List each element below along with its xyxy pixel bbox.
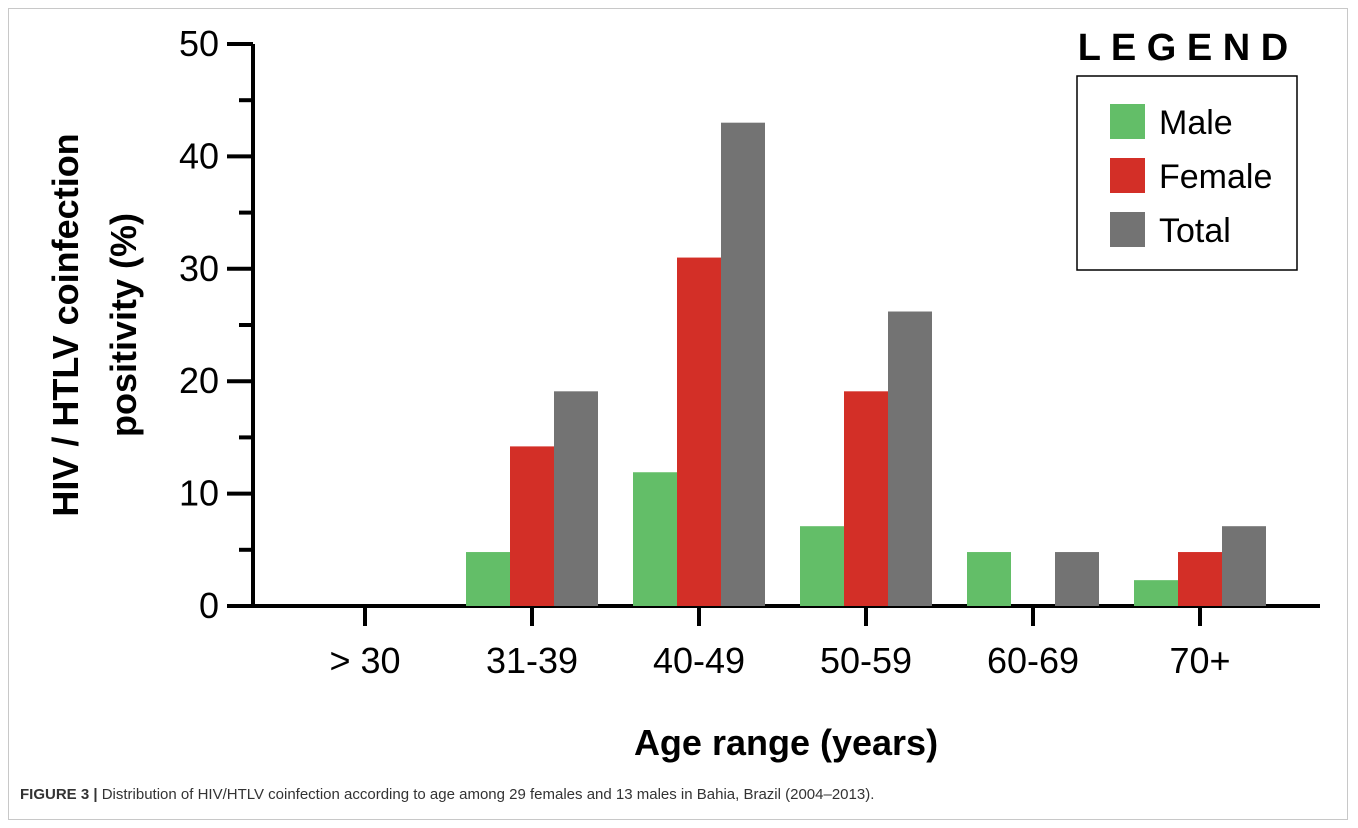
bar-male xyxy=(1134,580,1178,606)
bar-total xyxy=(1222,526,1266,606)
legend-swatch-male xyxy=(1110,104,1145,139)
bar-male xyxy=(633,472,677,606)
bar-total xyxy=(888,311,932,606)
caption-text: Distribution of HIV/HTLV coinfection acc… xyxy=(97,786,875,803)
bar-male xyxy=(466,552,510,606)
legend-items: Male Female Total xyxy=(1110,104,1272,250)
x-tick-label: 50-59 xyxy=(820,640,912,681)
bar-total xyxy=(554,391,598,606)
x-tick-label: 70+ xyxy=(1169,640,1230,681)
figure-caption: FIGURE 3 | Distribution of HIV/HTLV coin… xyxy=(20,786,1340,803)
figure-frame xyxy=(8,8,1348,820)
legend-title: L E G E N D xyxy=(1078,27,1288,69)
x-tick-labels: > 30 31-39 40-49 50-59 60-69 70+ xyxy=(329,640,1230,681)
legend-swatch-female xyxy=(1110,158,1145,193)
x-tick-label: 60-69 xyxy=(987,640,1079,681)
y-axis-label-line-1: HIV / HTLV coinfection xyxy=(45,133,86,516)
y-tick-label: 0 xyxy=(199,585,219,626)
y-tick-label: 20 xyxy=(179,360,219,401)
y-tick-label: 30 xyxy=(179,248,219,289)
bar-female xyxy=(844,391,888,606)
chart-bars xyxy=(466,122,1266,607)
legend-label-male: Male xyxy=(1159,104,1233,142)
caption-label: FIGURE 3 | xyxy=(20,786,98,803)
bar-male xyxy=(800,526,844,606)
bar-male xyxy=(967,552,1011,606)
y-tick-labels: 0 10 20 30 40 50 xyxy=(179,23,219,626)
y-tick-label: 40 xyxy=(179,135,219,176)
y-tick-label: 10 xyxy=(179,473,219,514)
bar-female xyxy=(677,257,721,606)
bar-total xyxy=(1055,552,1099,606)
x-tick-label: 31-39 xyxy=(486,640,578,681)
y-axis-label-line-2: positivity (%) xyxy=(103,213,144,437)
bar-female xyxy=(510,446,554,606)
legend-label-total: Total xyxy=(1159,212,1231,250)
y-axis-label: HIV / HTLV coinfection positivity (%) xyxy=(45,133,144,516)
bar-female xyxy=(1178,552,1222,606)
bar-total xyxy=(721,122,765,607)
legend-label-female: Female xyxy=(1159,158,1272,196)
x-tick-label: > 30 xyxy=(329,640,400,681)
legend-swatch-total xyxy=(1110,212,1145,247)
y-tick-label: 50 xyxy=(179,23,219,64)
x-tick-label: 40-49 xyxy=(653,640,745,681)
x-axis-label: Age range (years) xyxy=(634,722,938,763)
